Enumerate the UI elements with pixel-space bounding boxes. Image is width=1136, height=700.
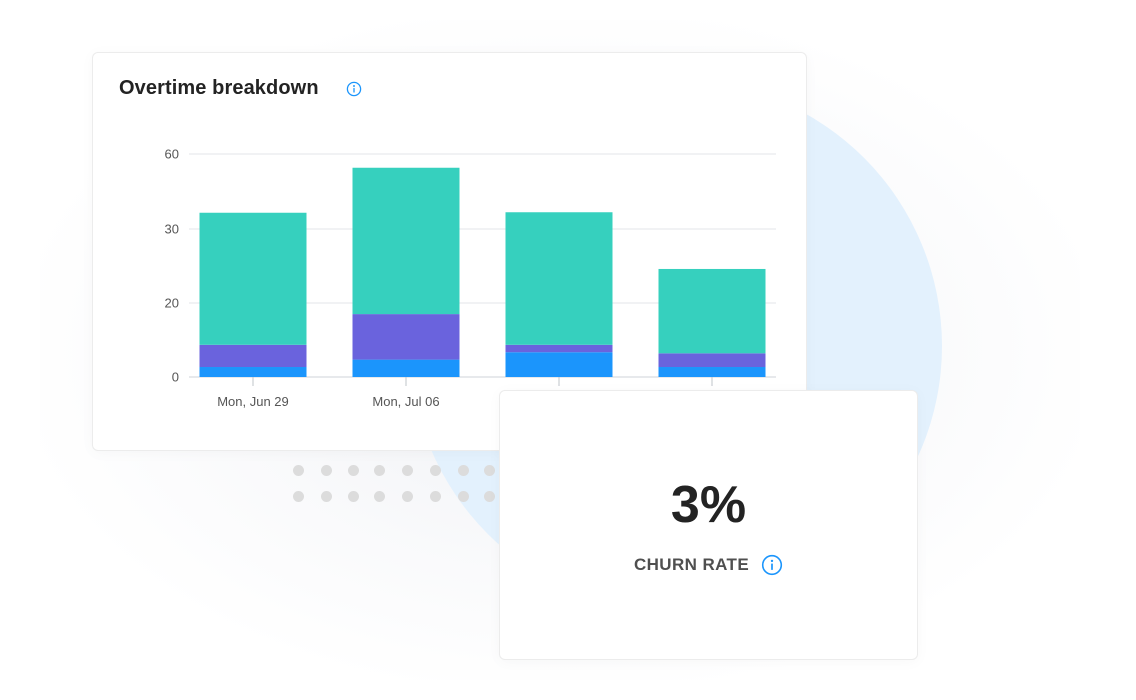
y-tick-label: 60 bbox=[165, 147, 179, 162]
churn-rate-label-row: CHURN RATE bbox=[500, 553, 917, 577]
decorative-dot bbox=[402, 465, 413, 476]
decorative-dot bbox=[321, 491, 332, 502]
overtime-chart: 60 30 20 0 Mon, Jun 29 Mon, Jul 06 bbox=[165, 147, 776, 409]
decorative-dot bbox=[374, 465, 385, 476]
decorative-dot bbox=[321, 465, 332, 476]
info-icon[interactable] bbox=[346, 81, 362, 102]
bar-segment bbox=[505, 212, 613, 345]
y-tick-label: 30 bbox=[165, 222, 179, 237]
decorative-dot bbox=[348, 491, 359, 502]
info-icon[interactable] bbox=[761, 554, 783, 576]
x-tick-label: Mon, Jul 06 bbox=[372, 394, 439, 409]
churn-rate-value: 3% bbox=[670, 476, 747, 534]
y-tick-label: 0 bbox=[172, 370, 179, 385]
bar-segment bbox=[199, 212, 307, 345]
decorative-dot bbox=[402, 491, 413, 502]
bar-segment bbox=[658, 353, 766, 368]
decorative-dot bbox=[484, 491, 495, 502]
bar-segment bbox=[199, 344, 307, 368]
chart-title: Overtime breakdown bbox=[119, 77, 319, 99]
overtime-breakdown-card: 60 30 20 0 Mon, Jun 29 Mon, Jul 06 Overtime b… bbox=[92, 52, 807, 451]
bar-segment bbox=[658, 367, 766, 377]
bar-segment bbox=[199, 367, 307, 377]
decorative-dot bbox=[458, 465, 469, 476]
churn-rate-label: CHURN RATE bbox=[633, 555, 750, 574]
decorative-dot bbox=[484, 465, 495, 476]
decorative-dot bbox=[293, 465, 304, 476]
bar-segment bbox=[352, 314, 460, 360]
decorative-dot bbox=[293, 491, 304, 502]
bar-segment bbox=[352, 167, 460, 315]
y-tick-label: 20 bbox=[165, 296, 179, 311]
bar-segment bbox=[658, 268, 766, 354]
churn-rate-card: 3% CHURN RATE bbox=[499, 390, 918, 660]
decorative-dots bbox=[288, 460, 508, 510]
decorative-dot bbox=[430, 465, 441, 476]
decorative-dot bbox=[430, 491, 441, 502]
x-tick-label: Mon, Jun 29 bbox=[217, 394, 289, 409]
bar-segment bbox=[505, 352, 613, 377]
decorative-dot bbox=[458, 491, 469, 502]
bar-segment bbox=[505, 344, 613, 353]
decorative-dot bbox=[374, 491, 385, 502]
decorative-dot bbox=[348, 465, 359, 476]
bar-segment bbox=[352, 359, 460, 377]
